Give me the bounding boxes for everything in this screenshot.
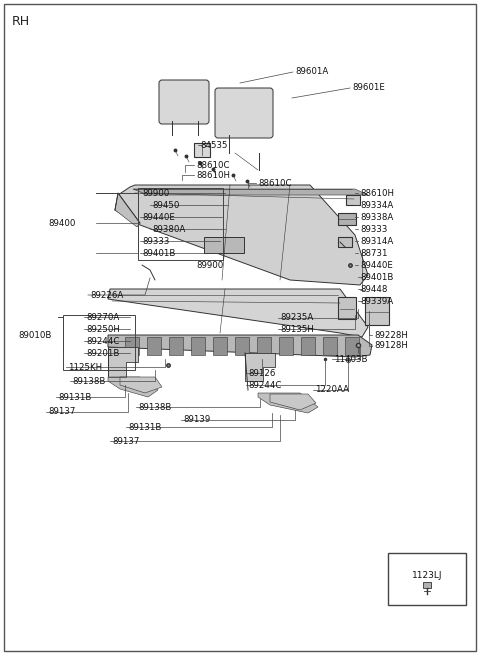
Bar xyxy=(301,337,315,355)
Text: 89601E: 89601E xyxy=(352,83,385,92)
Text: 1125KH: 1125KH xyxy=(68,362,102,371)
Text: 89333: 89333 xyxy=(142,236,169,246)
Bar xyxy=(323,337,337,355)
Bar xyxy=(346,195,360,205)
Text: 89226A: 89226A xyxy=(90,291,123,299)
Text: 89244C: 89244C xyxy=(86,337,120,345)
Polygon shape xyxy=(270,394,316,410)
Bar xyxy=(213,337,227,355)
Text: 89900: 89900 xyxy=(196,261,223,269)
Text: 89201B: 89201B xyxy=(86,348,120,358)
FancyBboxPatch shape xyxy=(215,88,273,138)
Text: 89448: 89448 xyxy=(360,284,387,293)
Bar xyxy=(63,315,135,370)
Text: 88610H: 88610H xyxy=(360,189,394,198)
Polygon shape xyxy=(108,289,368,337)
Text: 84535: 84535 xyxy=(200,141,228,149)
Text: 89137: 89137 xyxy=(112,436,139,445)
Bar xyxy=(257,337,271,355)
Polygon shape xyxy=(133,189,368,195)
Polygon shape xyxy=(258,393,318,413)
Text: 89235A: 89235A xyxy=(280,314,313,322)
Text: 11403B: 11403B xyxy=(334,354,368,364)
Text: 89400: 89400 xyxy=(48,219,75,227)
Text: 89900: 89900 xyxy=(142,189,169,198)
Bar xyxy=(138,188,223,260)
Text: 89138B: 89138B xyxy=(138,403,171,411)
FancyBboxPatch shape xyxy=(159,80,209,124)
Bar xyxy=(365,297,389,325)
Text: 89450: 89450 xyxy=(152,200,180,210)
Text: 89010B: 89010B xyxy=(18,331,51,339)
Text: 89339A: 89339A xyxy=(360,297,393,305)
Bar xyxy=(169,337,183,355)
Text: 89131B: 89131B xyxy=(58,392,91,402)
Text: 89137: 89137 xyxy=(48,407,75,417)
Text: 1123LJ: 1123LJ xyxy=(412,571,442,580)
Text: 89131B: 89131B xyxy=(128,422,161,432)
Text: 89138B: 89138B xyxy=(72,377,106,386)
Text: 89601A: 89601A xyxy=(295,67,328,77)
Text: 89128H: 89128H xyxy=(374,341,408,350)
Polygon shape xyxy=(108,335,372,357)
Text: 88610C: 88610C xyxy=(258,179,291,187)
Text: 89250H: 89250H xyxy=(86,324,120,333)
Text: 89401B: 89401B xyxy=(142,248,175,257)
Text: 89244C: 89244C xyxy=(248,381,281,390)
Bar xyxy=(125,337,139,355)
Bar xyxy=(423,582,431,588)
Bar xyxy=(338,213,356,225)
Bar xyxy=(194,143,210,157)
Bar xyxy=(338,237,352,247)
Text: RH: RH xyxy=(12,15,30,28)
Bar xyxy=(388,553,466,605)
Polygon shape xyxy=(120,377,162,393)
Text: 89440E: 89440E xyxy=(360,261,393,269)
Bar xyxy=(191,337,205,355)
Text: 89334A: 89334A xyxy=(360,200,393,210)
Text: 89380A: 89380A xyxy=(152,225,185,233)
Text: 1220AA: 1220AA xyxy=(315,386,349,394)
Text: 89440E: 89440E xyxy=(142,212,175,221)
Bar xyxy=(338,297,356,319)
Text: 89135H: 89135H xyxy=(280,324,314,333)
Polygon shape xyxy=(245,353,275,381)
Text: 89228H: 89228H xyxy=(374,331,408,339)
Text: 88610C: 88610C xyxy=(196,160,229,170)
Text: 89314A: 89314A xyxy=(360,236,393,246)
Text: 88610H: 88610H xyxy=(196,170,230,179)
Text: 89139: 89139 xyxy=(183,415,210,424)
Text: 89333: 89333 xyxy=(360,225,387,233)
Text: 89270A: 89270A xyxy=(86,312,119,322)
Bar xyxy=(345,337,359,355)
Bar xyxy=(147,337,161,355)
Text: 89401B: 89401B xyxy=(360,272,394,282)
Bar xyxy=(279,337,293,355)
Text: 89126: 89126 xyxy=(248,369,276,377)
Polygon shape xyxy=(108,347,138,377)
Polygon shape xyxy=(115,193,140,227)
Bar xyxy=(235,337,249,355)
Polygon shape xyxy=(115,185,368,285)
Text: 89338A: 89338A xyxy=(360,212,393,221)
Polygon shape xyxy=(108,377,158,397)
Text: 88731: 88731 xyxy=(360,248,387,257)
Bar xyxy=(204,237,244,253)
